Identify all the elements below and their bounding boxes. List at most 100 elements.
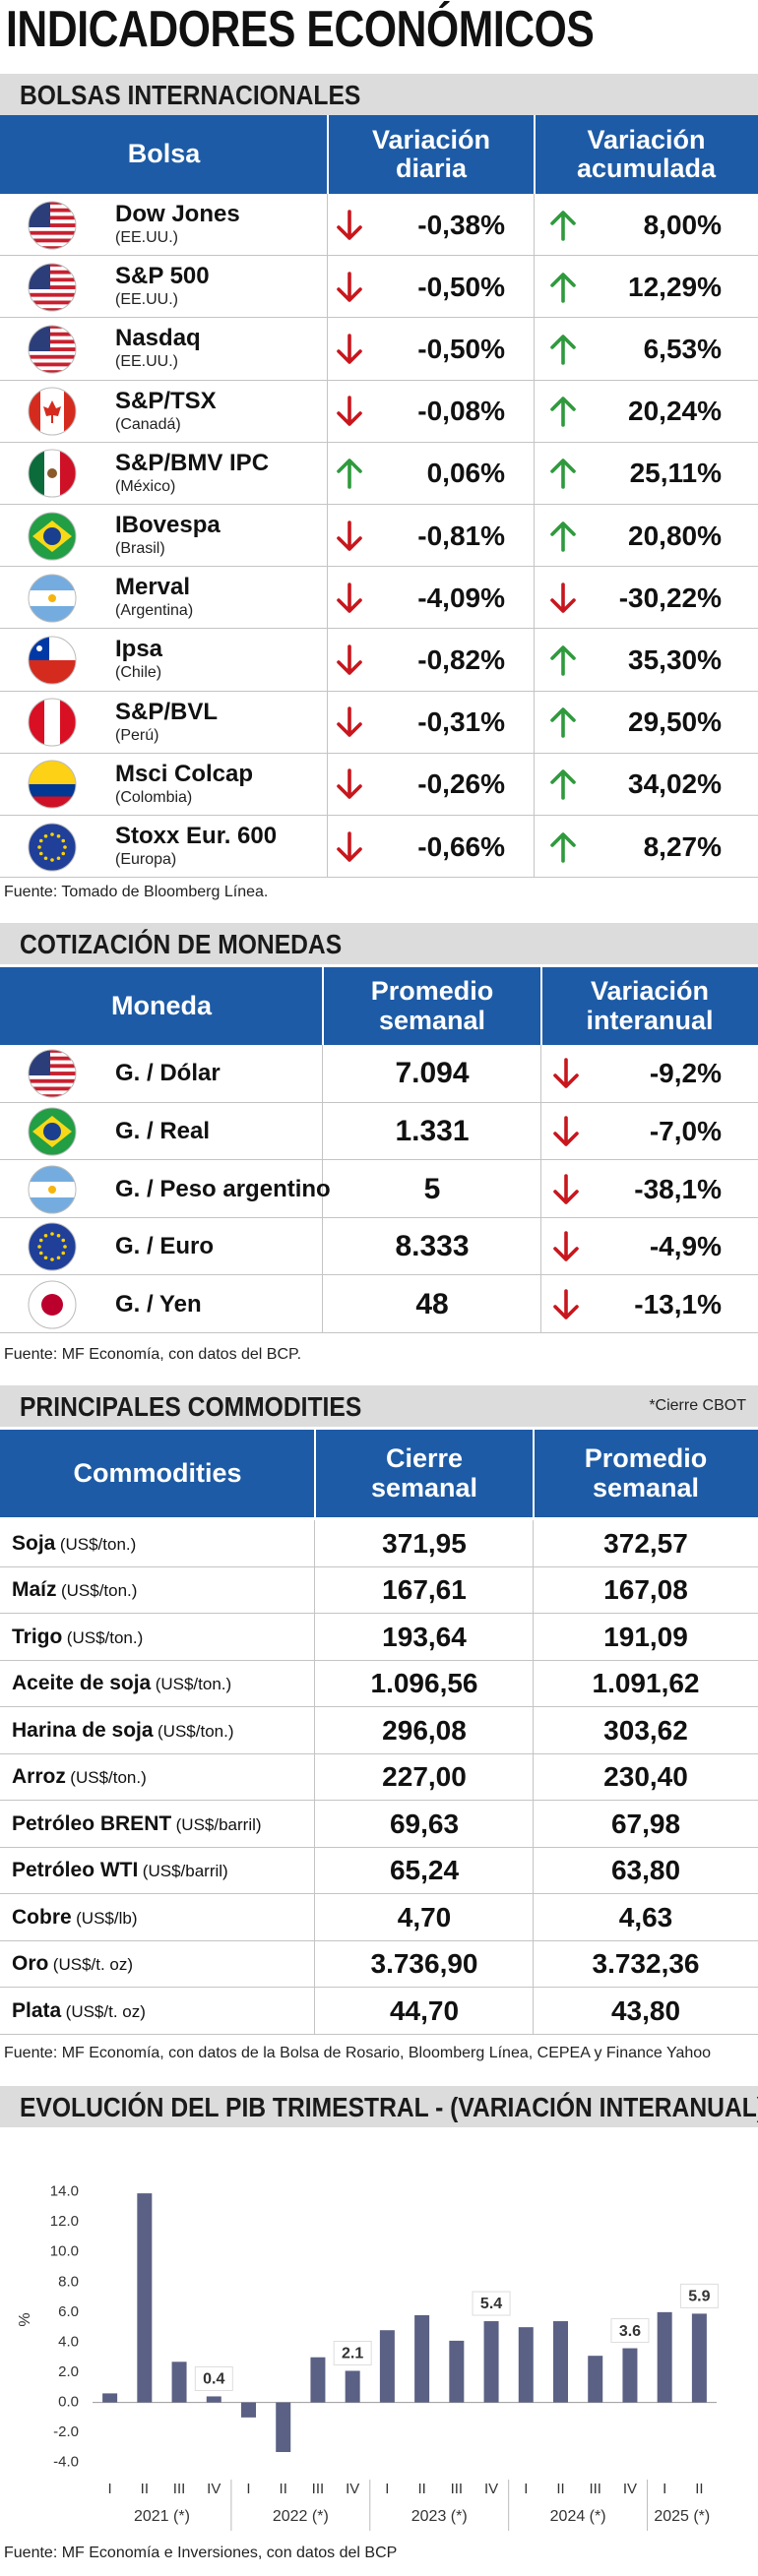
weekly-close: 1.096,56 [370,1668,478,1699]
bar [276,2402,291,2453]
row-divider [0,1659,758,1661]
stock-name: IBovespa [115,512,221,538]
arrow-down [552,1058,580,1089]
flag [28,1107,77,1156]
x-tick-label: I [524,2481,528,2497]
source-note: Fuente: MF Economía, con datos de la Bol… [4,2045,712,2061]
flag [28,698,77,747]
arrow [553,1231,579,1261]
flag [28,1049,77,1098]
flag [28,512,77,561]
x-tick-label: II [695,2481,703,2497]
flag [28,823,77,872]
x-tick-label: IV [346,2481,359,2497]
arrow [337,459,362,490]
commodity-unit: (US$/ton.) [60,1581,138,1601]
row-divider [0,815,758,816]
header-cell: Promedio semanal [323,967,541,1045]
bar [102,2393,118,2403]
weekly-close: 3.736,90 [370,1948,478,1980]
value-label: 2.1 [342,2346,363,2362]
arrow [337,768,362,800]
arrow [550,769,576,801]
arrow [337,644,362,675]
currency-name: G. / Peso argentino [115,1175,331,1202]
y-tick-label: -4.0 [53,2454,79,2471]
stock-country: (EE.UU.) [115,229,178,246]
column-divider [533,1520,534,2035]
x-tick-label: III [451,2481,464,2497]
section-band [0,923,758,964]
header-text: Promedio semanal [584,1443,708,1503]
table-header [0,967,758,1045]
arrow-up [549,768,577,801]
weekly-close: 371,95 [382,1527,467,1559]
arrow [337,582,362,613]
x-group-label: 2022 (*) [273,2508,329,2525]
arrow-down [336,396,363,427]
column-separator [327,115,329,194]
value-label-box [194,2365,233,2391]
yoy-change: -13,1% [634,1288,722,1319]
value-label: 5.4 [480,2296,502,2312]
arrow-down [336,644,363,676]
weekly-average: 7.094 [395,1057,470,1090]
commodity-unit: (US$/ton.) [70,1768,147,1788]
daily-change: -0,31% [417,706,505,738]
x-tick-label: II [280,2481,287,2497]
weekly-average: 48 [415,1287,449,1320]
flag-icon [28,698,77,747]
stock-name: Dow Jones [115,201,240,227]
value-label-box [333,2340,372,2365]
stock-name: Ipsa [115,636,163,663]
commodity-unit: (US$/barril) [142,1862,228,1881]
y-tick-label: 12.0 [50,2213,79,2230]
commodity-label: Arroz (US$/ton.) [12,1763,147,1793]
row-divider [0,1706,758,1707]
bar [449,2340,465,2403]
row-divider [0,2033,758,2035]
weekly-average: 63,80 [610,1855,681,1886]
value-label: 5.9 [688,2289,710,2305]
y-tick-label: 2.0 [58,2363,79,2380]
daily-change: -4,09% [417,582,505,613]
weekly-average: 3.732,36 [592,1948,700,1980]
weekly-average: 372,57 [603,1527,688,1559]
currency-name: G. / Real [115,1117,211,1144]
accumulated-change: 29,50% [628,706,722,738]
row-divider [0,690,758,692]
commodity-unit: (US$/t. oz) [65,2001,146,2021]
section-heading: EVOLUCIÓN DEL PIB TRIMESTRAL - (VARIACIÓ… [20,2092,758,2122]
x-group-label: 2021 (*) [134,2508,190,2525]
commodity-unit: (US$/lb) [76,1908,138,1928]
x-tick-label: III [312,2481,325,2497]
arrow-down [336,830,363,863]
daily-change: -0,38% [417,209,505,240]
x-tick-label: III [589,2481,601,2497]
commodity-name: Trigo [12,1625,63,1648]
arrow-up [549,831,577,863]
header-text: Variación interanual [586,976,714,1035]
weekly-average: 4,63 [618,1901,673,1932]
stock-name: S&P/BVL [115,698,219,725]
stock-country: (EE.UU.) [115,291,178,309]
y-tick-label: 0.0 [58,2394,79,2411]
flag-icon [28,201,77,250]
arrow [550,335,576,365]
commodity-label: Soja (US$/ton.) [12,1530,136,1560]
table-header [0,115,758,194]
header-text: Promedio semanal [370,976,494,1035]
column-separator [322,967,324,1045]
row-divider [0,1159,758,1161]
commodity-unit: (US$/ton.) [158,1721,234,1741]
section-band [0,1385,758,1427]
arrow [550,272,576,303]
arrow-down [552,1288,580,1320]
row-divider [0,1752,758,1754]
header-text: Commodities [73,1457,242,1488]
bar [137,2193,153,2403]
row-divider [0,1613,758,1614]
header-cell: Variación interanual [541,967,758,1045]
accumulated-change: -30,22% [618,582,722,613]
commodity-label: Aceite de soja (US$/ton.) [12,1670,231,1699]
